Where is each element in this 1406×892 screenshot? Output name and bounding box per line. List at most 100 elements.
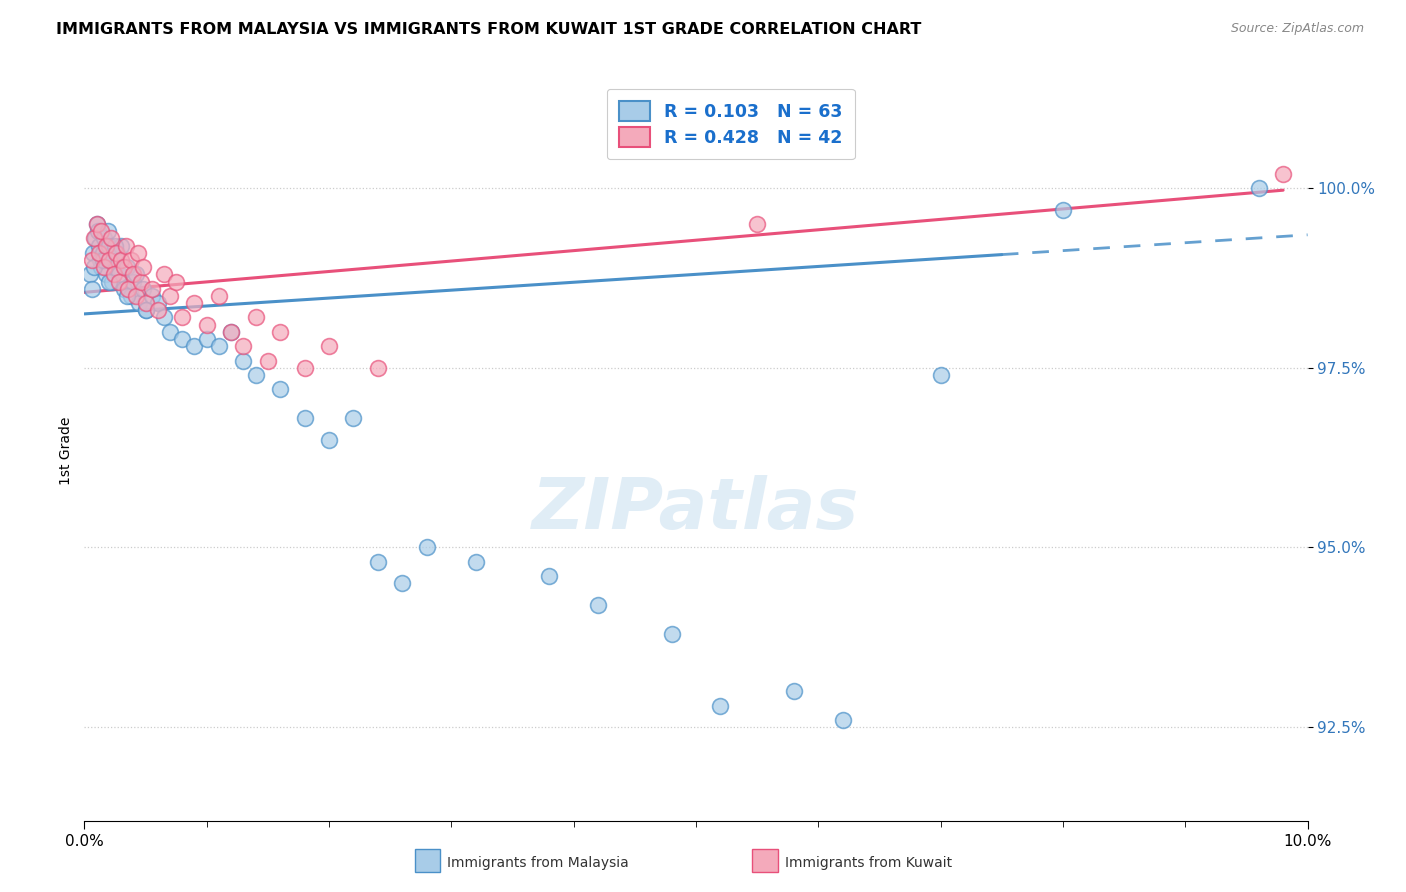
Point [172,332,194,346]
Point [96,268,118,282]
Point [97,252,120,267]
Point [257,353,280,368]
Point [245,368,267,382]
Point [141,289,163,303]
Point [125,289,148,303]
Point [86,217,108,231]
Point [112,260,135,275]
Point [661,626,683,640]
Point [83,260,105,275]
Point [269,325,291,339]
Point [105,245,128,260]
Point [165,275,187,289]
Point [367,555,389,569]
Point [117,282,139,296]
Point [90,224,112,238]
Point [125,268,148,282]
Text: Immigrants from Malaysia: Immigrants from Malaysia [447,855,628,870]
Point [104,238,127,252]
Point [97,224,120,238]
Point [245,310,267,325]
Point [208,289,231,303]
Point [195,332,218,346]
Point [219,325,242,339]
Point [84,231,107,245]
Point [122,275,145,289]
Point [1052,202,1074,217]
Point [195,318,218,332]
Point [135,296,157,310]
Point [93,231,115,245]
Point [82,245,104,260]
Point [97,238,120,252]
Point [132,282,155,296]
Point [208,339,231,353]
Point [172,310,194,325]
Y-axis label: 1st Grade: 1st Grade [59,417,73,484]
Point [232,353,254,368]
Point [103,268,125,282]
Point [105,245,128,260]
Point [91,245,114,260]
Point [219,325,242,339]
Point [318,433,340,447]
Point [127,245,149,260]
Point [146,296,169,310]
Point [1247,181,1270,195]
Point [294,360,316,375]
Point [110,238,132,252]
Point [141,282,163,296]
Point [104,260,127,275]
Point [122,268,145,282]
Text: ZIPatlas: ZIPatlas [533,475,859,544]
Point [96,238,118,252]
Point [831,713,853,727]
Point [929,368,952,382]
Point [132,260,155,275]
Point [80,252,103,267]
Legend: R = 0.103   N = 63, R = 0.428   N = 42: R = 0.103 N = 63, R = 0.428 N = 42 [607,89,855,160]
Point [232,339,254,353]
Point [709,698,731,713]
Point [391,576,413,591]
Text: Immigrants from Kuwait: Immigrants from Kuwait [785,855,952,870]
Point [93,260,115,275]
Point [90,260,112,275]
Point [183,339,205,353]
Point [183,296,205,310]
Point [107,275,129,289]
Point [79,268,101,282]
Point [129,275,152,289]
Point [159,325,181,339]
Point [135,303,157,318]
Text: Source: ZipAtlas.com: Source: ZipAtlas.com [1230,22,1364,36]
Point [128,296,150,310]
Point [538,569,561,583]
Point [80,282,103,296]
Point [110,252,132,267]
Point [91,252,114,267]
Point [747,217,769,231]
Point [120,252,142,267]
Point [120,289,142,303]
Point [416,541,439,555]
Point [367,360,389,375]
Point [100,252,122,267]
Point [83,231,105,245]
Point [94,252,117,267]
Point [586,598,609,612]
Text: IMMIGRANTS FROM MALAYSIA VS IMMIGRANTS FROM KUWAIT 1ST GRADE CORRELATION CHART: IMMIGRANTS FROM MALAYSIA VS IMMIGRANTS F… [56,22,921,37]
Point [146,303,169,318]
Point [135,303,157,318]
Point [115,238,138,252]
Point [87,224,110,238]
Point [342,411,364,425]
Point [86,217,108,231]
Point [153,310,176,325]
Point [1272,167,1295,181]
Point [153,268,176,282]
Point [115,260,138,275]
Point [89,252,111,267]
Point [783,684,806,698]
Point [112,282,135,296]
